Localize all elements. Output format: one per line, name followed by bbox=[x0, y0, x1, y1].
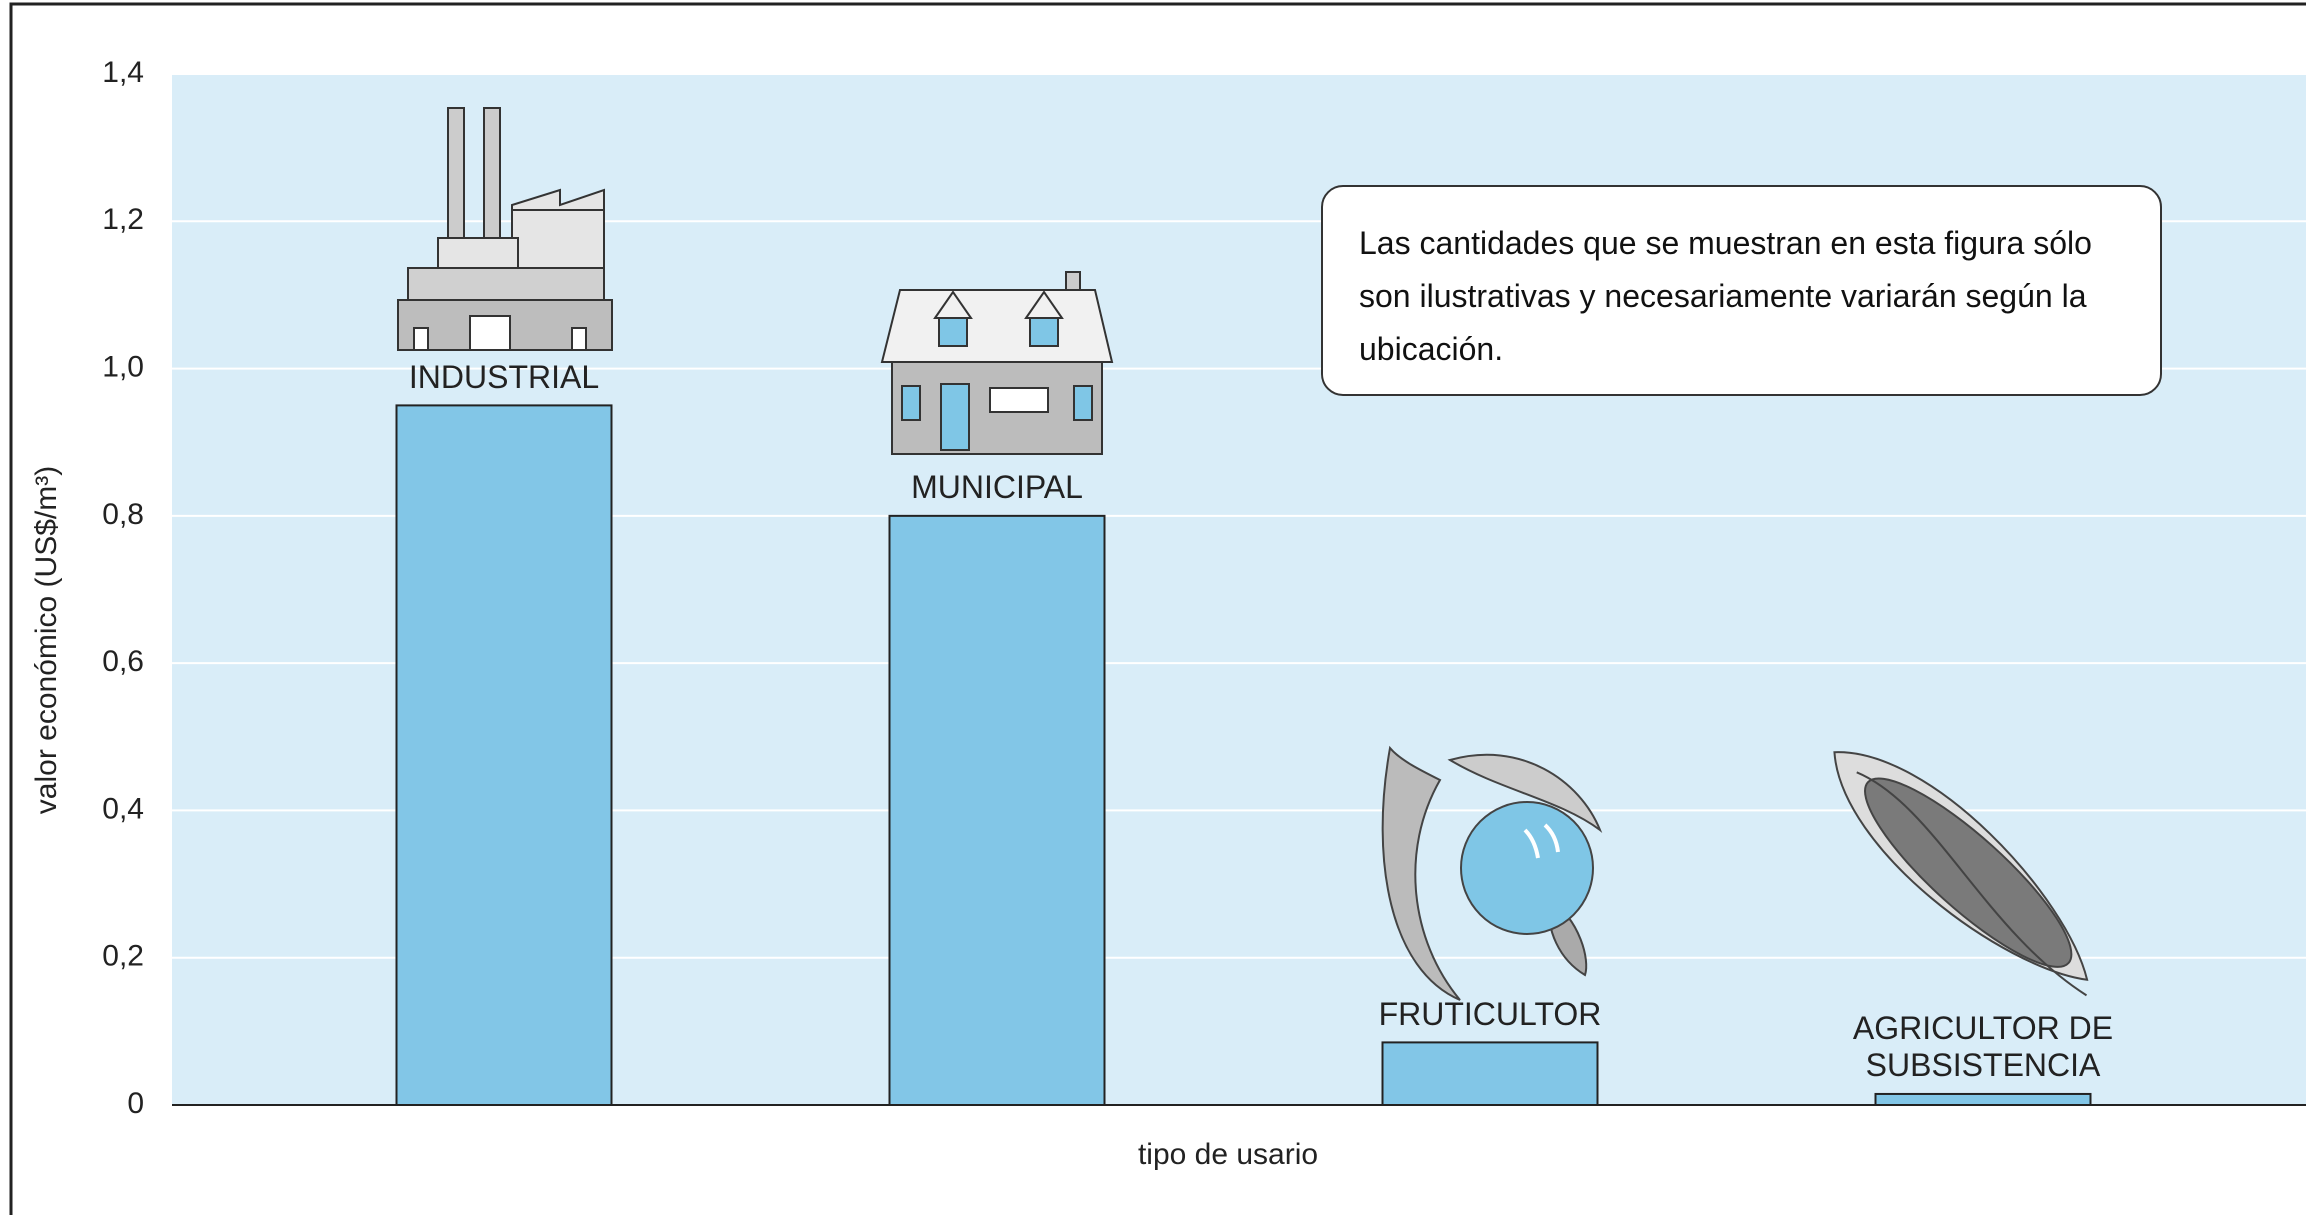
y-tick-label: 0 bbox=[127, 1087, 144, 1120]
house-icon bbox=[880, 271, 1114, 455]
category-label: MUNICIPAL bbox=[911, 469, 1083, 506]
fruit-icon bbox=[1381, 745, 1603, 1001]
y-tick-label: 1,0 bbox=[102, 350, 144, 383]
x-axis-label: tipo de usario bbox=[1138, 1138, 1318, 1171]
bar bbox=[1874, 1092, 2092, 1107]
bar bbox=[888, 514, 1106, 1106]
frame bbox=[9, 2, 2306, 1215]
y-tick-label: 0,8 bbox=[102, 498, 144, 531]
y-tick-label: 0,2 bbox=[102, 940, 144, 973]
category-label: INDUSTRIAL bbox=[408, 358, 600, 395]
factory-icon bbox=[397, 107, 613, 351]
bar bbox=[1381, 1041, 1599, 1106]
y-tick-label: 0,4 bbox=[102, 792, 144, 825]
y-tick-label: 1,2 bbox=[102, 203, 144, 236]
bar bbox=[395, 404, 613, 1106]
corn-icon bbox=[1833, 751, 2089, 997]
y-tick-label: 0,6 bbox=[102, 645, 144, 678]
y-tick-label: 1,4 bbox=[102, 56, 144, 89]
category-label: FRUTICULTOR bbox=[1378, 995, 1602, 1032]
annotation: Las cantidades que se muestran en esta f… bbox=[1321, 185, 2162, 396]
category-label: AGRICULTOR DE SUBSISTENCIA bbox=[1852, 1010, 2114, 1084]
y-axis-label: valor económico (US$/m³) bbox=[30, 466, 63, 814]
bars bbox=[395, 404, 2092, 1107]
